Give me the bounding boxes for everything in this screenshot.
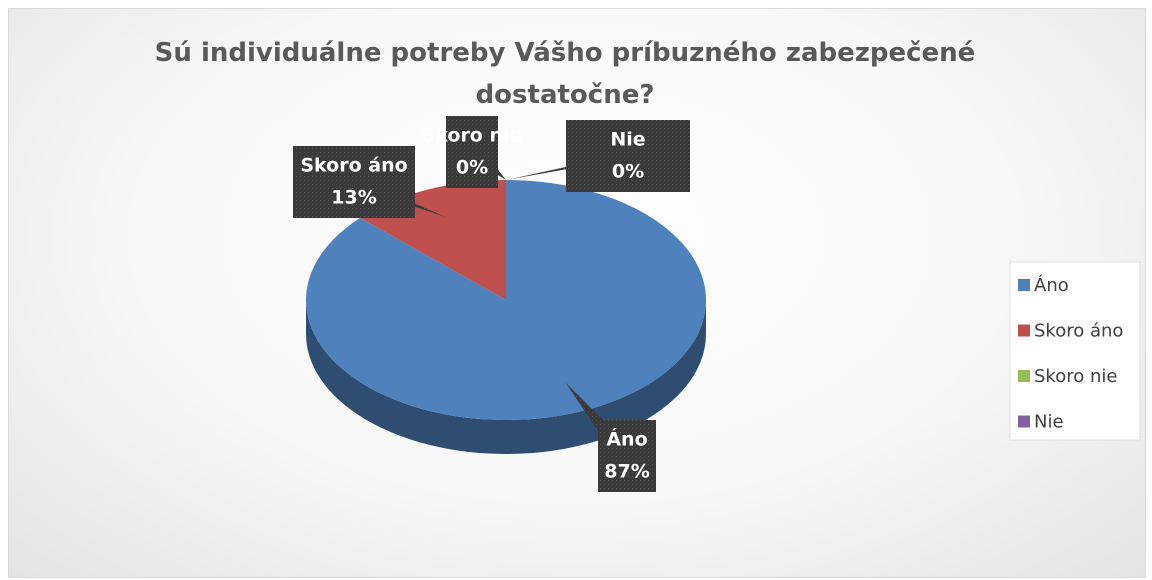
legend-label: Nie [1034, 412, 1064, 433]
data-label-name: Skoro áno [300, 155, 407, 177]
data-label-name: Áno [606, 428, 647, 451]
legend-label: Áno [1034, 274, 1069, 296]
legend-swatch [1018, 279, 1030, 291]
data-label-name: Skoro nie [422, 125, 523, 147]
data-label-box [566, 120, 690, 192]
legend-swatch [1018, 370, 1030, 382]
data-label-value: 0% [612, 161, 644, 183]
legend-swatch [1018, 415, 1030, 428]
data-label-value: 0% [456, 157, 488, 179]
data-label-box [446, 116, 498, 188]
pie-side [306, 300, 706, 454]
callout-pointer [565, 382, 639, 456]
legend-swatch [1018, 324, 1030, 337]
legend-label: Skoro áno [1034, 321, 1123, 342]
data-label-value: 87% [604, 461, 649, 483]
data-label-value: 13% [331, 187, 376, 209]
data-label-box [598, 420, 656, 492]
data-label-name: Nie [610, 129, 645, 151]
chart-title: Sú individuálne potreby Vášho príbuzného… [154, 38, 976, 110]
data-label-box [293, 146, 415, 218]
legend-label: Skoro nie [1034, 366, 1117, 387]
legend-box [1009, 261, 1141, 441]
